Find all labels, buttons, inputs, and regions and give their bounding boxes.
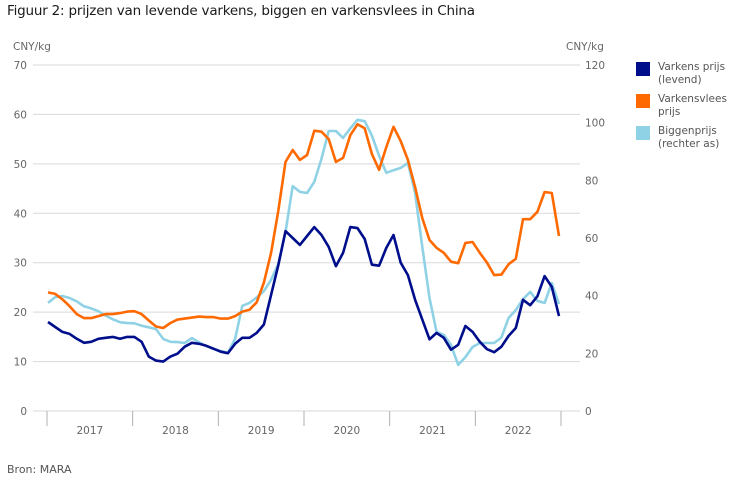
- legend-swatch-pork: [636, 94, 650, 108]
- left-tick-label: 20: [14, 307, 27, 319]
- left-tick-label: 50: [14, 159, 27, 171]
- left-tick-label: 60: [14, 109, 27, 121]
- right-tick-label: 0: [585, 406, 592, 418]
- left-tick-label: 40: [14, 208, 27, 220]
- legend-label: Varkens prijs (levend): [658, 61, 726, 86]
- series-line-varkens-prijs-levend: [47, 225, 561, 363]
- right-axis-ticks: 0 20 40 60 80 100 120: [585, 60, 605, 418]
- source-note: Bron: MARA: [7, 463, 72, 476]
- series-line-biggenprijs-rechter-as: [47, 118, 561, 367]
- legend: Varkens prijs (levend) Varkensvlees prij…: [636, 61, 736, 157]
- legend-swatch-piglet: [636, 126, 650, 140]
- series-lines: [47, 118, 561, 367]
- legend-label: Varkensvlees prijs: [658, 93, 727, 118]
- right-tick-label: 60: [585, 233, 598, 245]
- right-tick-label: 120: [585, 60, 605, 72]
- left-axis-ticks: 0 10 20 30 40 50 60 70: [14, 60, 27, 418]
- x-axis: 2017 2018 2019 2020 2021 2022: [46, 411, 562, 437]
- legend-label: Biggenprijs (rechter as): [658, 125, 720, 150]
- x-tick-label: 2020: [333, 425, 360, 437]
- right-tick-label: 80: [585, 175, 598, 187]
- left-tick-label: 10: [14, 357, 27, 369]
- x-tick-label: 2017: [76, 425, 103, 437]
- chart-title: Figuur 2: prijzen van levende varkens, b…: [7, 3, 475, 19]
- right-tick-label: 20: [585, 348, 598, 360]
- legend-item-live-pig: Varkens prijs (levend): [636, 61, 736, 87]
- left-tick-label: 0: [20, 406, 27, 418]
- legend-item-piglet: Biggenprijs (rechter as): [636, 125, 736, 151]
- x-tick-label: 2022: [505, 425, 532, 437]
- right-tick-label: 40: [585, 291, 598, 303]
- left-axis-unit: CNY/kg: [13, 41, 51, 53]
- left-tick-label: 30: [14, 258, 27, 270]
- right-tick-label: 100: [585, 118, 605, 130]
- gridlines: [33, 64, 580, 412]
- x-tick-label: 2019: [248, 425, 275, 437]
- x-tick-label: 2021: [419, 425, 446, 437]
- legend-swatch-live-pig: [636, 62, 650, 76]
- series-line-varkensvlees-prijs: [47, 123, 561, 330]
- left-tick-label: 70: [14, 60, 27, 72]
- x-tick-label: 2018: [162, 425, 189, 437]
- legend-item-pork: Varkensvlees prijs: [636, 93, 736, 119]
- right-axis-unit: CNY/kg: [566, 41, 604, 53]
